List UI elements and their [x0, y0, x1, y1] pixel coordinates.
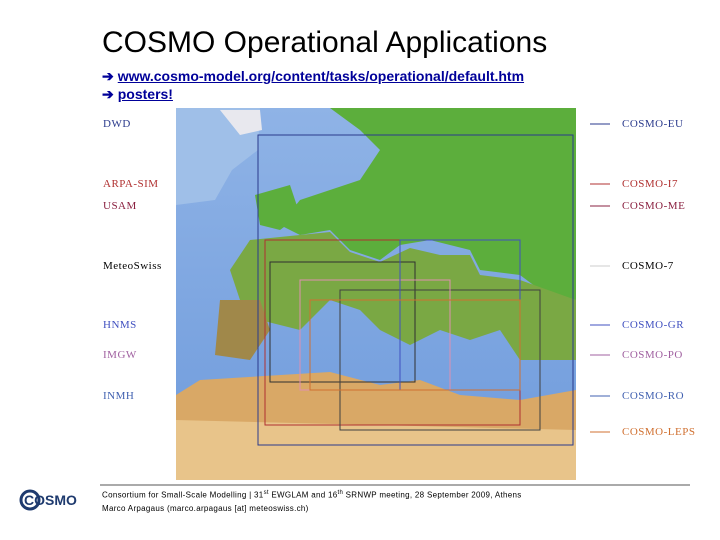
model-label: COSMO-ME [622, 200, 686, 212]
domain-box [269, 261, 416, 383]
arrow: ➔ [102, 86, 114, 102]
right-ticks [590, 123, 610, 433]
footer-text: EWGLAM and 16 [268, 490, 338, 500]
footer-line: Consortium for Small-Scale Modelling | 3… [102, 490, 522, 500]
footer-sup: th [337, 490, 344, 496]
logo: COSMO [24, 492, 77, 508]
center-label: HNMS [103, 319, 137, 331]
link[interactable]: posters! [117, 86, 173, 102]
model-label: COSMO-7 [622, 260, 674, 272]
domain-box [309, 299, 521, 391]
arrow: ➔ [102, 68, 114, 84]
domain-box [257, 134, 574, 446]
link[interactable]: www.cosmo-model.org/content/tasks/operat… [117, 68, 525, 84]
ice [220, 110, 262, 135]
footer-text: SRNWP meeting, 28 September 2009, Athens [343, 490, 522, 500]
center-label: USAM [103, 200, 137, 212]
center-label: INMH [103, 390, 135, 402]
center-label: MeteoSwiss [103, 260, 162, 272]
desert [176, 420, 576, 480]
model-label: COSMO-RO [622, 390, 685, 402]
logo-ring [19, 489, 41, 511]
land [215, 300, 270, 360]
model-label: COSMO-PO [622, 349, 683, 361]
land [255, 185, 300, 230]
footer-text: Consortium for Small-Scale Modelling | 3… [102, 490, 264, 500]
footer-line: Marco Arpagaus (marco.arpagaus [at] mete… [102, 504, 309, 513]
model-label: COSMO-I7 [622, 178, 678, 190]
model-label: COSMO-GR [622, 319, 685, 331]
model-label: COSMO-LEPS [622, 426, 696, 438]
model-label: COSMO-EU [622, 118, 684, 130]
link-row: ➔ www.cosmo-model.org/content/tasks/opera… [102, 68, 524, 85]
domain-box [339, 289, 541, 431]
land [230, 232, 576, 360]
center-label: ARPA-SIM [103, 178, 159, 190]
link-row: ➔ posters! [102, 86, 173, 103]
slide-title: COSMO Operational Applications [102, 26, 548, 59]
center-label: DWD [103, 118, 131, 130]
land [280, 108, 576, 300]
footer-sup: st [263, 490, 269, 496]
center-label: IMGW [103, 349, 137, 361]
